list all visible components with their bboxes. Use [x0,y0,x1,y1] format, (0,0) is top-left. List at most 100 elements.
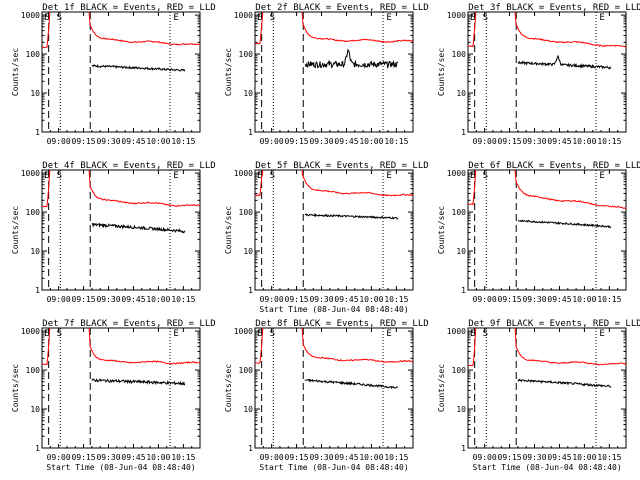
x-tick-label: 09:30 [96,137,120,146]
x-tick-label: 10:15 [171,137,195,146]
x-tick-label: 09:30 [522,137,546,146]
x-tick-label: 10:00 [359,295,383,304]
x-tick-label: 10:15 [597,453,621,462]
events-series-line [91,63,186,72]
marker-label-E-right: E [173,13,178,23]
y-tick-label: 100 [239,366,254,375]
y-tick-label: 100 [452,208,467,217]
lld-series-line [255,12,413,45]
x-tick-label: 09:30 [522,295,546,304]
plot-frame [41,327,201,449]
x-tick-label: 09:15 [285,453,309,462]
lld-series-line [42,328,200,366]
panel-det-4: Det 4f BLACK = Events, RED = LLD 1 10 100 10… [11,161,216,304]
marker-label-S: S [483,329,488,339]
marker-label-E-right: E [173,171,178,181]
x-tick-label: 10:15 [597,137,621,146]
marker-label-E-left: E [257,329,262,339]
y-tick-label: 1000 [447,169,466,178]
x-tick-label: 10:15 [171,453,195,462]
x-tick-label: 09:45 [121,137,145,146]
y-tick-label: 1 [461,444,466,453]
marker-label-S: S [270,171,275,181]
x-tick-label: 09:15 [285,295,309,304]
x-tick-label: 09:30 [522,453,546,462]
y-axis-label: Counts/sec [224,364,233,412]
panel-det-9: Det 9f BLACK = Events, RED = LLD 1 10 100 10… [437,319,640,472]
x-axis-label: Start Time (08-Jun-04 08:48:40) [259,305,408,314]
x-tick-label: 09:15 [72,295,96,304]
panel-title: Det 7f BLACK = Events, RED = LLD [42,319,215,329]
x-tick-label: 09:30 [96,295,120,304]
marker-label-S: S [57,13,62,23]
plot-frame [467,11,627,133]
panel-det-3: Det 3f BLACK = Events, RED = LLD 1 10 100 10… [437,3,640,146]
x-tick-label: 09:45 [121,295,145,304]
y-tick-label: 100 [239,50,254,59]
marker-label-S: S [270,13,275,23]
marker-label-E-left: E [470,171,475,181]
panel-title: Det 2f BLACK = Events, RED = LLD [255,3,428,13]
x-tick-label: 10:15 [384,295,408,304]
y-tick-label: 10 [30,247,40,256]
y-tick-label: 10 [456,89,466,98]
x-tick-label: 10:00 [572,295,596,304]
y-tick-label: 100 [26,50,41,59]
y-tick-label: 1000 [21,11,40,20]
x-tick-label: 09:30 [309,137,333,146]
x-tick-label: 10:15 [384,453,408,462]
plot-frame [254,169,414,291]
panel-title: Det 5f BLACK = Events, RED = LLD [255,161,428,171]
y-tick-label: 1 [35,444,40,453]
panel-det-5: Det 5f BLACK = Events, RED = LLD 1 10 100 10… [224,161,429,314]
panel-title: Det 4f BLACK = Events, RED = LLD [42,161,215,171]
y-axis-label: Counts/sec [437,206,446,254]
y-tick-label: 1000 [21,169,40,178]
lld-series-line [42,170,200,208]
y-axis-label: Counts/sec [437,364,446,412]
x-tick-label: 09:45 [334,137,358,146]
x-tick-label: 10:15 [171,295,195,304]
y-tick-label: 1000 [447,327,466,336]
x-axis-label: Start Time (08-Jun-04 08:48:40) [46,463,195,472]
y-axis-label: Counts/sec [437,48,446,96]
x-tick-label: 10:00 [146,453,170,462]
marker-label-E-right: E [386,171,391,181]
panel-det-6: Det 6f BLACK = Events, RED = LLD 1 10 100 10… [437,161,640,304]
y-tick-label: 10 [243,405,253,414]
y-tick-label: 1 [35,128,40,137]
x-axis-label: Start Time (08-Jun-04 08:48:40) [259,463,408,472]
x-tick-label: 09:15 [72,137,96,146]
y-tick-label: 100 [26,366,41,375]
marker-label-E-right: E [386,329,391,339]
marker-label-E-left: E [44,13,49,23]
plot-frame [41,11,201,133]
y-tick-label: 1000 [21,327,40,336]
x-tick-label: 09:00 [260,137,284,146]
marker-label-S: S [483,171,488,181]
x-tick-label: 09:00 [260,295,284,304]
x-tick-label: 09:45 [334,295,358,304]
x-tick-label: 10:00 [572,453,596,462]
plot-frame [467,169,627,291]
x-tick-label: 09:00 [47,295,71,304]
x-tick-label: 09:45 [547,453,571,462]
lld-series-line [255,328,413,364]
marker-label-E-right: E [173,329,178,339]
lld-series-line [42,12,200,49]
x-tick-label: 10:00 [572,137,596,146]
x-tick-label: 09:00 [47,453,71,462]
x-tick-label: 09:15 [72,453,96,462]
y-tick-label: 1 [248,286,253,295]
events-series-line [517,219,612,229]
panel-det-7: Det 7f BLACK = Events, RED = LLD 1 10 100 10… [11,319,216,472]
x-tick-label: 10:00 [146,295,170,304]
x-tick-label: 09:00 [260,453,284,462]
marker-label-S: S [57,329,62,339]
marker-label-S: S [57,171,62,181]
marker-label-E-left: E [470,13,475,23]
marker-label-E-right: E [386,13,391,23]
y-axis-label: Counts/sec [11,206,20,254]
panel-title: Det 1f BLACK = Events, RED = LLD [42,3,215,13]
y-tick-label: 1 [35,286,40,295]
